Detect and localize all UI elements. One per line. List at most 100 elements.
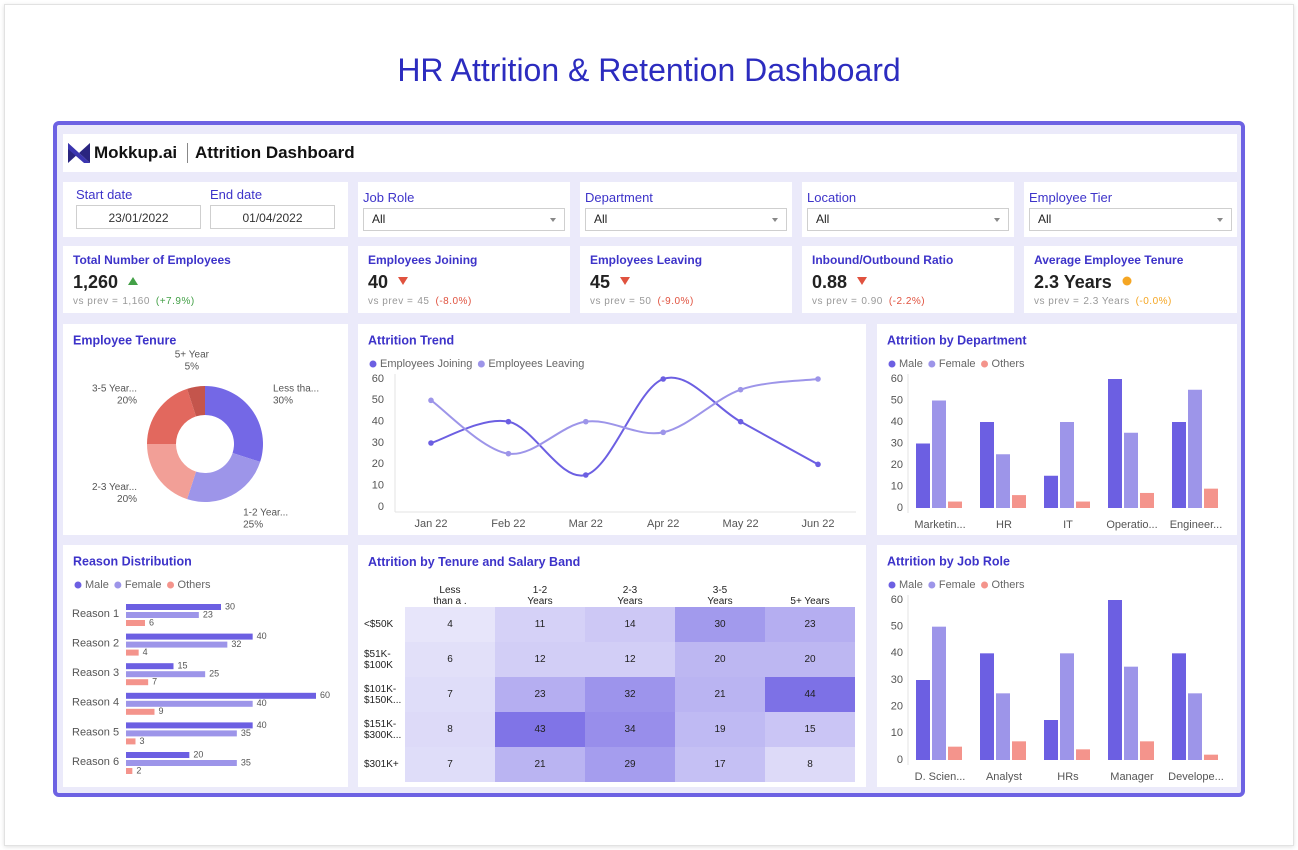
x-tick-label: Manager bbox=[1110, 771, 1154, 783]
y-tick-label: 0 bbox=[897, 502, 903, 514]
x-tick-label: D. Scien... bbox=[915, 771, 966, 783]
bar bbox=[1044, 720, 1058, 760]
header-bar: Mokkup.ai Attrition Dashboard bbox=[63, 134, 1237, 172]
slice-label: 2-3 Year... bbox=[92, 482, 137, 493]
kpi-title: Employees Joining bbox=[368, 253, 478, 267]
legend-marker bbox=[369, 360, 377, 368]
y-tick-label: Reason 3 bbox=[72, 667, 119, 679]
heatmap-cell: 20 bbox=[675, 642, 765, 677]
bar bbox=[126, 649, 139, 656]
y-tick-label: Reason 1 bbox=[72, 608, 119, 620]
bar bbox=[1012, 495, 1026, 508]
chart: Attrition by Department Male Female Others 0… bbox=[887, 333, 1222, 531]
heatmap-cell: 15 bbox=[765, 712, 855, 747]
bar bbox=[1188, 389, 1202, 508]
bar bbox=[948, 746, 962, 760]
y-tick-label: 30 bbox=[372, 437, 384, 449]
dropdown-panel: Job Role All bbox=[358, 182, 570, 237]
kpi-card: Total Number of Employees 1,260 vs prev = 1… bbox=[63, 246, 348, 313]
bar bbox=[932, 626, 946, 760]
heatmap-cell: 21 bbox=[495, 747, 585, 782]
line-point bbox=[660, 429, 666, 436]
trend-icon bbox=[857, 277, 868, 285]
dropdown-value: All bbox=[594, 212, 608, 226]
legend-marker bbox=[981, 581, 989, 589]
date-input[interactable]: 23/01/2022 bbox=[76, 205, 201, 229]
line-point bbox=[505, 418, 512, 425]
bar bbox=[980, 653, 994, 760]
bar bbox=[126, 692, 316, 699]
prev-label: vs prev = bbox=[590, 296, 636, 307]
prev-change: (-8.0%) bbox=[435, 296, 472, 307]
legend-marker bbox=[167, 581, 175, 589]
y-tick-label: 20 bbox=[372, 458, 384, 470]
dropdown[interactable]: All bbox=[363, 208, 565, 231]
bar bbox=[126, 663, 174, 670]
legend-label: Female bbox=[939, 579, 976, 591]
legend-label: Male bbox=[899, 579, 923, 591]
y-tick-label: 60 bbox=[891, 594, 903, 606]
x-tick-label: Apr 22 bbox=[647, 518, 679, 530]
separator bbox=[187, 143, 188, 163]
dropdown[interactable]: All bbox=[807, 208, 1009, 231]
dropdown-caret bbox=[772, 218, 778, 222]
trend-up bbox=[128, 277, 139, 285]
slice-value: 25% bbox=[243, 519, 263, 530]
heatmap-cell: 7 bbox=[405, 677, 495, 712]
chart-panel: Attrition Trend Employees Joining Employee… bbox=[358, 324, 866, 535]
data-label: 40 bbox=[257, 631, 267, 641]
dropdown[interactable]: All bbox=[1029, 208, 1232, 231]
y-tick-label: 40 bbox=[891, 647, 903, 659]
line-series bbox=[430, 378, 819, 455]
chart-title: Attrition by Department bbox=[887, 333, 1027, 347]
line-point bbox=[505, 450, 512, 457]
dropdown-caret bbox=[1217, 218, 1223, 222]
prev-change: (-9.0%) bbox=[657, 296, 694, 307]
kpi-card: Employees Leaving 45 vs prev = 50 (-9.0%) bbox=[580, 246, 792, 313]
data-label: 40 bbox=[257, 720, 267, 730]
data-label: 20 bbox=[193, 749, 203, 759]
x-tick-label: Marketin... bbox=[914, 519, 965, 531]
x-tick-label: IT bbox=[1063, 519, 1073, 531]
bar bbox=[996, 693, 1010, 760]
heatmap-cell: 43 bbox=[495, 712, 585, 747]
legend-label: Female bbox=[939, 358, 976, 370]
trend-icon bbox=[620, 277, 631, 285]
prev-value: 0.90 bbox=[861, 296, 883, 307]
y-tick-label: 20 bbox=[891, 459, 903, 471]
bar bbox=[126, 730, 237, 737]
chart-panel: Reason Distribution Male Female Others Reaso… bbox=[63, 545, 348, 787]
data-label: 23 bbox=[203, 609, 213, 619]
y-tick-label: Reason 5 bbox=[72, 726, 119, 738]
dropdown-panel: Department All bbox=[580, 182, 792, 237]
kpi-title: Average Employee Tenure bbox=[1034, 253, 1184, 267]
y-tick-label: 40 bbox=[372, 416, 384, 428]
data-label: 35 bbox=[241, 728, 251, 738]
kpi-card: Employees Joining 40 vs prev = 45 (-8.0%) bbox=[358, 246, 570, 313]
heatmap-cell: 20 bbox=[765, 642, 855, 677]
heatmap-cell: 32 bbox=[585, 677, 675, 712]
prev-label: vs prev = bbox=[73, 296, 119, 307]
legend-marker bbox=[888, 360, 896, 368]
x-tick-label: Analyst bbox=[986, 771, 1022, 783]
trend-down bbox=[620, 277, 631, 285]
pie-slice bbox=[147, 444, 197, 500]
legend-label: Male bbox=[899, 358, 923, 370]
data-label: 15 bbox=[178, 661, 188, 671]
bar bbox=[996, 454, 1010, 508]
page-title: HR Attrition & Retention Dashboard bbox=[397, 52, 901, 88]
chart-title: Attrition Trend bbox=[368, 333, 454, 347]
heatmap-cell: 44 bbox=[765, 677, 855, 712]
bar bbox=[1012, 741, 1026, 760]
date-input[interactable]: 01/04/2022 bbox=[210, 205, 335, 229]
bar bbox=[1124, 666, 1138, 760]
dropdown[interactable]: All bbox=[585, 208, 787, 231]
line-point bbox=[815, 461, 821, 468]
heatmap-cell: 29 bbox=[585, 747, 675, 782]
heatmap-cell: 11 bbox=[495, 607, 585, 642]
legend-marker bbox=[888, 581, 896, 589]
bar bbox=[1172, 653, 1186, 760]
heatmap-cell: 21 bbox=[675, 677, 765, 712]
legend-marker bbox=[74, 581, 82, 589]
